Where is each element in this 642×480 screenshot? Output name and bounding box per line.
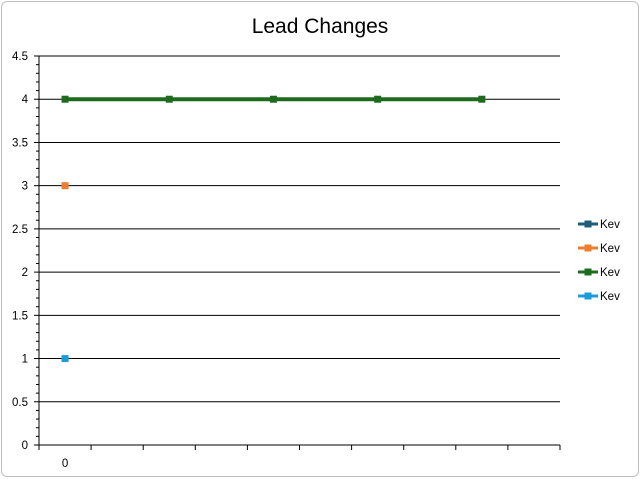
data-point — [478, 95, 486, 103]
y-tick-label: 2 — [22, 267, 28, 279]
data-point — [374, 95, 382, 103]
legend-label: Kev — [600, 291, 620, 303]
series-3 — [61, 95, 486, 103]
y-tick-labels: 0 0.5 1 1.5 2 2.5 3 3.5 4 4.5 — [12, 51, 29, 452]
legend-label: Kev — [600, 243, 620, 255]
data-point — [269, 95, 277, 103]
legend-item: Kev — [578, 219, 620, 231]
data-point — [61, 355, 69, 363]
legend-marker — [584, 220, 592, 228]
legend-label: Kev — [600, 267, 620, 279]
x-tick-label: 0 — [62, 458, 68, 470]
axes — [34, 55, 561, 450]
y-tick-label: 3 — [22, 181, 28, 193]
series-group — [61, 95, 486, 363]
series-4 — [61, 355, 69, 363]
data-point — [165, 95, 173, 103]
y-tick-label: 3.5 — [12, 137, 28, 149]
y-tick-label: 4.5 — [12, 51, 28, 63]
y-tick-label: 0 — [22, 440, 28, 452]
legend-marker — [584, 292, 592, 300]
legend-item: Kev — [578, 267, 620, 279]
legend-marker — [584, 244, 592, 252]
y-tick-label: 0.5 — [12, 397, 28, 409]
legend-item: Kev — [578, 291, 620, 303]
legend-marker — [584, 268, 592, 276]
y-tick-label: 1 — [22, 354, 28, 366]
y-tick-label: 4 — [22, 94, 29, 106]
y-tick-label: 2.5 — [12, 224, 28, 236]
x-tick-labels: 0 — [62, 458, 68, 470]
series-2 — [61, 182, 69, 190]
legend-item: Kev — [578, 243, 620, 255]
y-tick-label: 1.5 — [12, 310, 28, 322]
legend: Kev Kev Kev Kev — [578, 219, 620, 303]
data-point — [61, 182, 69, 190]
data-point — [61, 95, 69, 103]
gridlines — [39, 55, 560, 403]
chart-title: Lead Changes — [252, 15, 389, 38]
legend-label: Kev — [600, 219, 620, 231]
